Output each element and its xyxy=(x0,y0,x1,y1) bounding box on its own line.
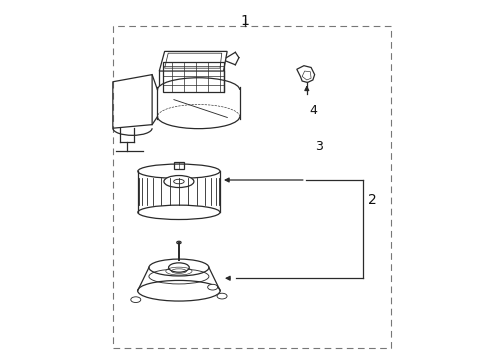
Text: 3: 3 xyxy=(315,140,322,153)
Text: 1: 1 xyxy=(241,14,249,28)
Bar xyxy=(113,26,392,348)
Ellipse shape xyxy=(208,284,218,290)
Text: 2: 2 xyxy=(368,193,377,207)
Ellipse shape xyxy=(169,263,189,272)
Ellipse shape xyxy=(149,259,209,276)
Ellipse shape xyxy=(138,205,220,220)
Ellipse shape xyxy=(164,176,194,188)
Bar xyxy=(173,162,184,170)
Ellipse shape xyxy=(173,179,184,184)
Text: 4: 4 xyxy=(309,104,317,117)
Ellipse shape xyxy=(177,241,181,244)
Ellipse shape xyxy=(138,280,220,301)
Ellipse shape xyxy=(217,293,227,299)
Ellipse shape xyxy=(131,297,141,302)
